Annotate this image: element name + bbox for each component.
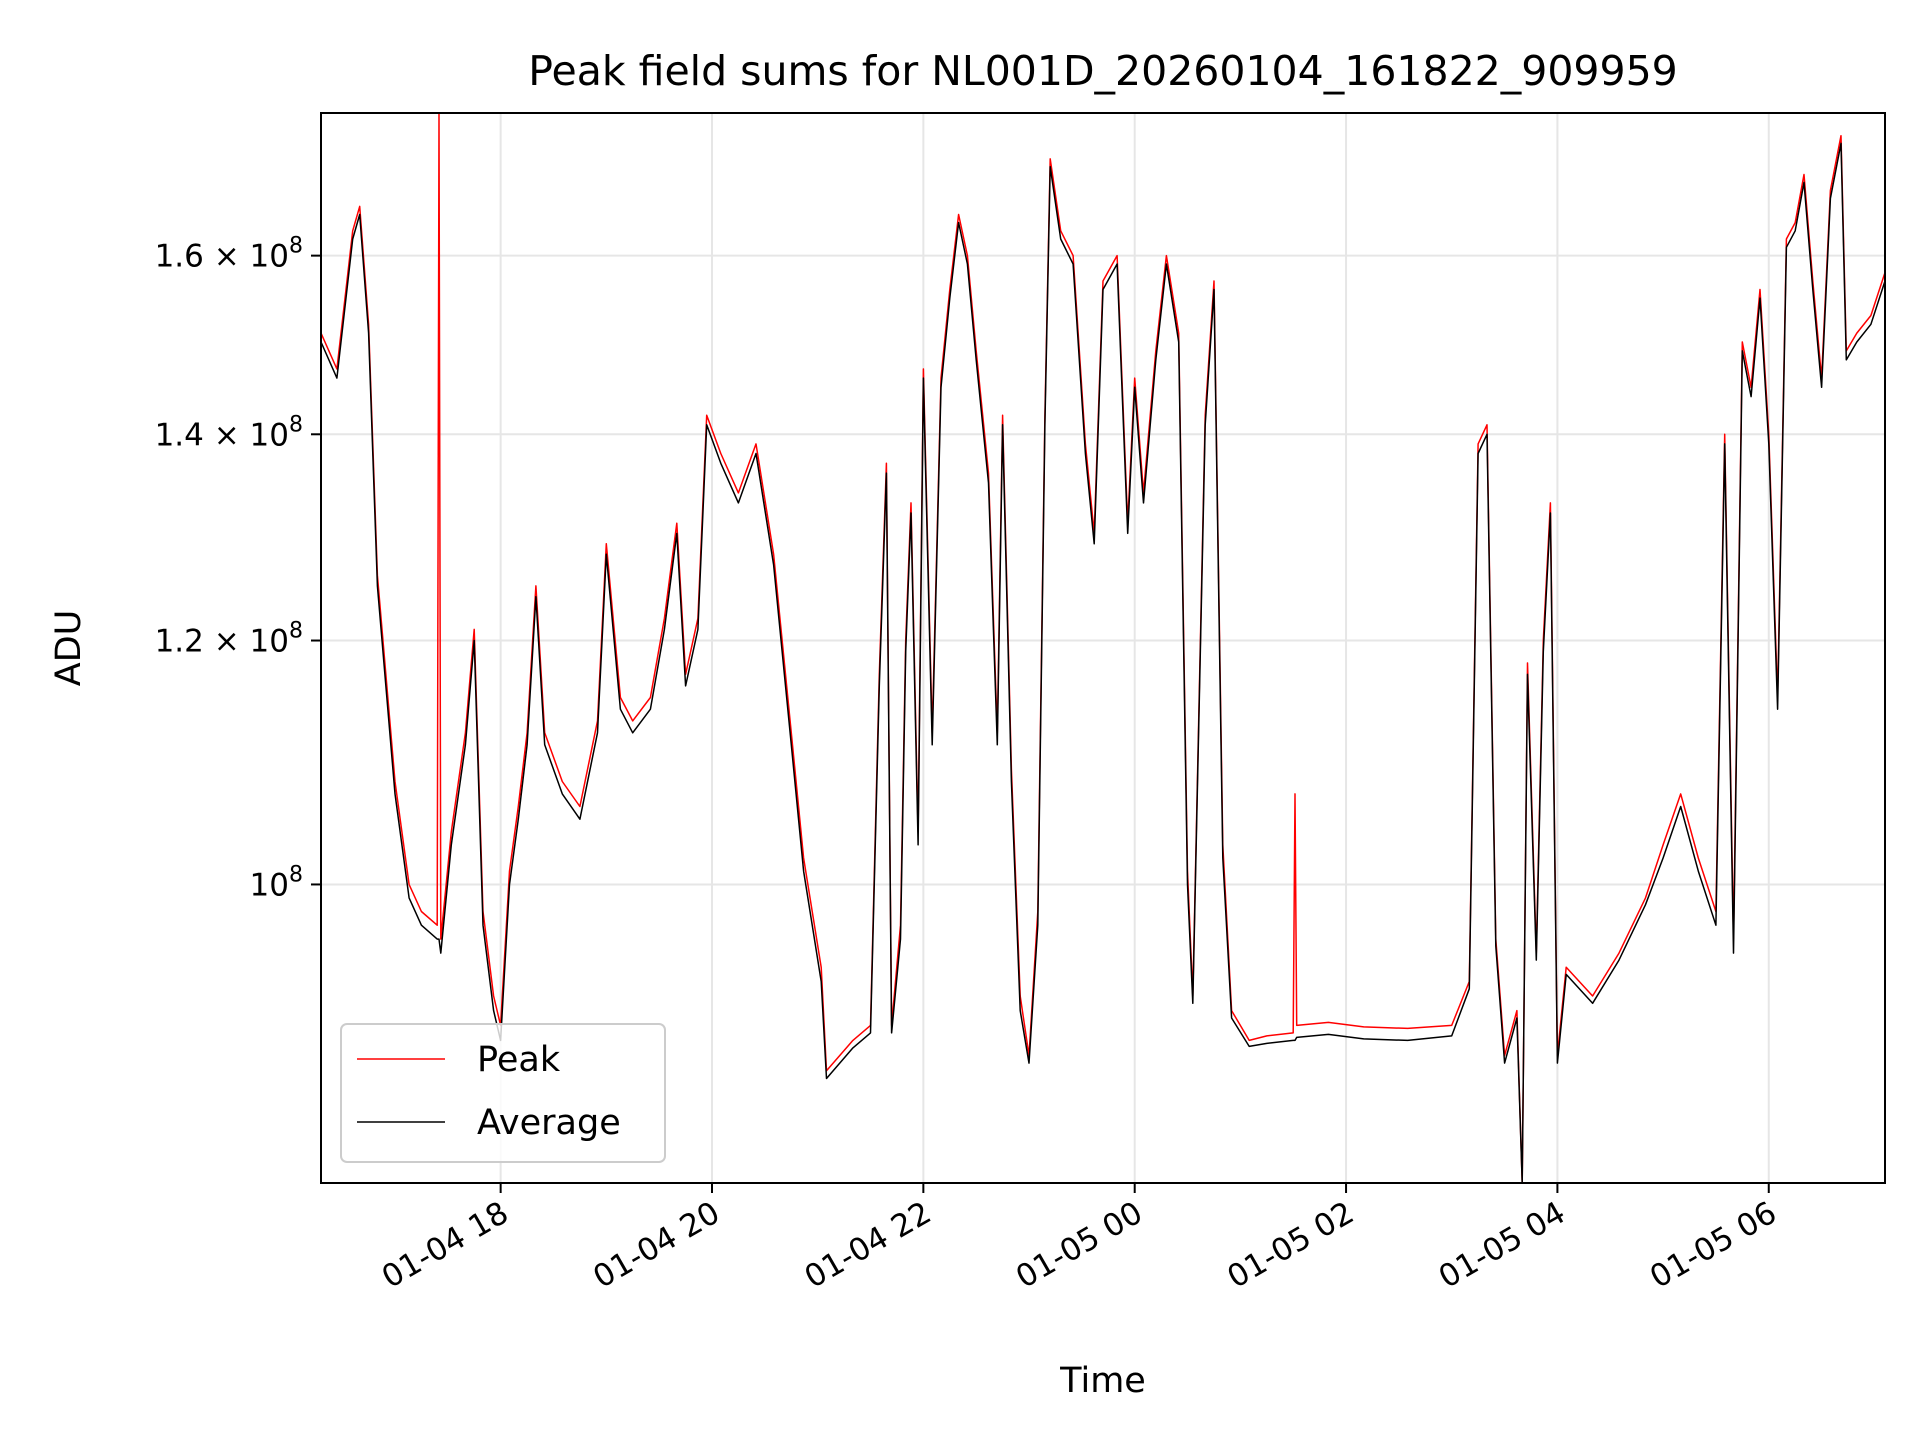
legend: Peak Average (340, 1023, 666, 1163)
y-tick-label: 1.6 × 108 (155, 234, 303, 275)
plot-frame (320, 112, 1886, 1184)
y-tick-label: 108 (250, 862, 303, 903)
chart-title: Peak field sums for NL001D_20260104_1618… (528, 47, 1678, 95)
series-layer (320, 112, 1886, 1184)
legend-label-peak: Peak (477, 1040, 561, 1080)
y-axis: 108 1.2 × 108 1.4 × 108 1.6 × 108 (155, 234, 321, 903)
y-tick-label: 1.4 × 108 (155, 412, 303, 453)
legend-label-average: Average (477, 1103, 621, 1143)
series-line-average (320, 142, 1886, 1184)
y-tick-label: 1.2 × 108 (155, 619, 303, 660)
x-axis-label: Time (1059, 1361, 1146, 1401)
y-axis-label: ADU (49, 610, 89, 687)
grid-layer (321, 113, 1885, 1183)
